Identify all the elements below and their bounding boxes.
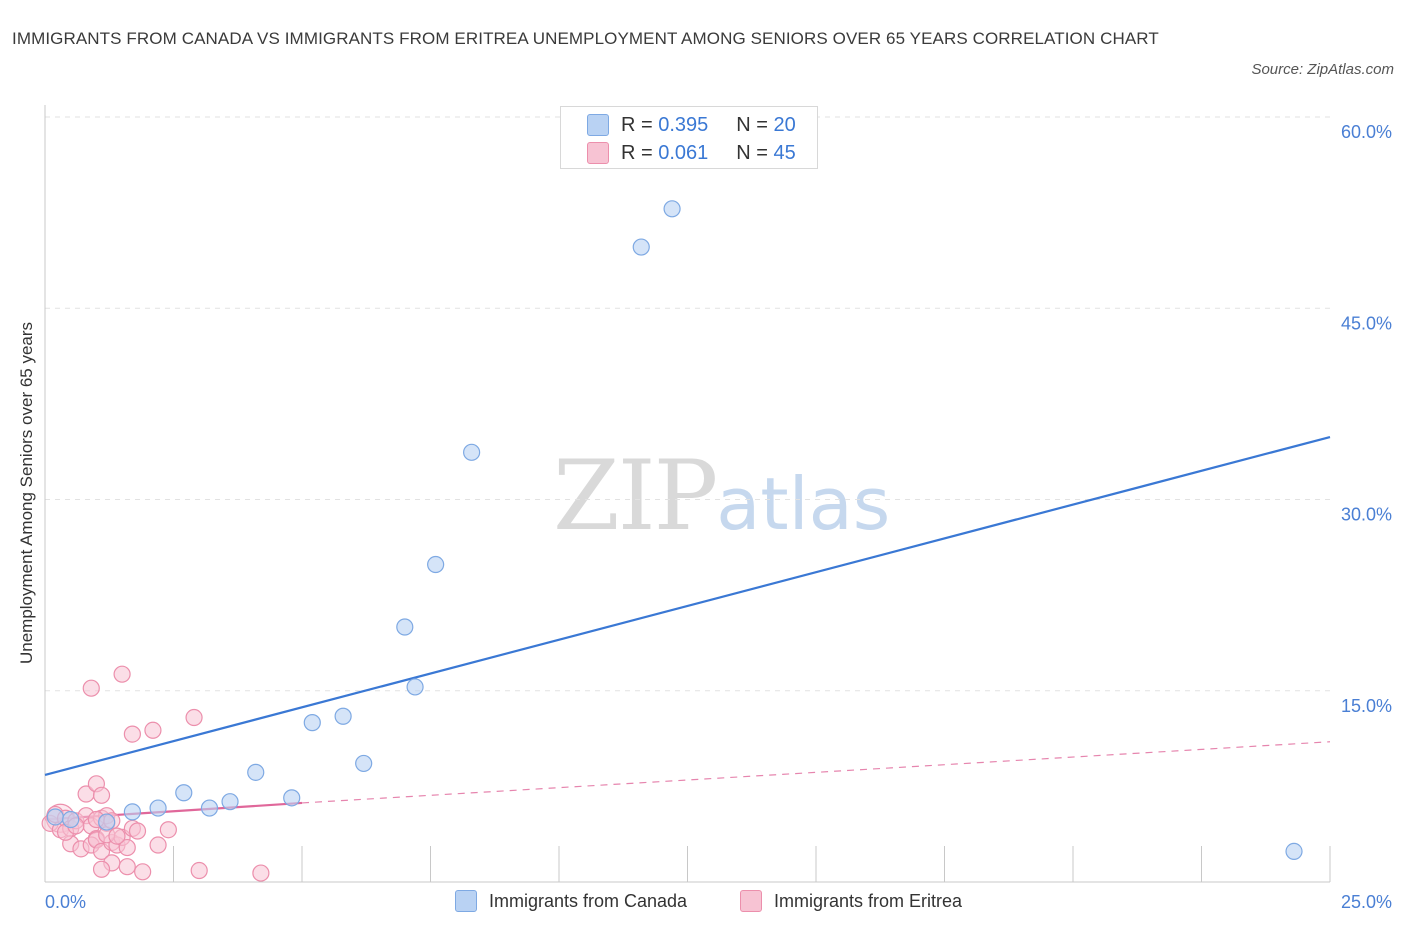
canada-point	[175, 784, 193, 802]
grid-lines	[45, 116, 1330, 692]
canada-r-value: 0.395	[658, 113, 709, 136]
bottom-eritrea-label: Immigrants from Eritrea	[774, 890, 963, 911]
x-tick-label: 25.0%	[1341, 892, 1392, 912]
canada-point	[463, 443, 481, 461]
tick-labels: 15.0% 30.0% 45.0% 60.0% 0.0% 25.0%	[45, 122, 1392, 912]
canada-point	[1285, 842, 1303, 861]
watermark-atlas: atlas	[716, 462, 891, 546]
eritrea-trend-line-extended	[301, 741, 1331, 804]
canada-point	[149, 799, 167, 817]
y-tick-label: 45.0%	[1341, 313, 1392, 333]
canada-point	[46, 808, 64, 826]
canada-trend-line	[44, 435, 1331, 776]
bottom-legend-canada: Immigrants from Canada	[455, 890, 687, 912]
data-points	[41, 200, 1303, 882]
canada-point	[406, 678, 424, 696]
eritrea-point	[108, 827, 126, 845]
eritrea-point	[118, 838, 136, 857]
y-tick-label: 15.0%	[1341, 696, 1392, 716]
eritrea-point	[113, 665, 131, 683]
eritrea-n-label: N =	[736, 141, 768, 164]
axes	[44, 105, 1331, 883]
canada-point	[396, 618, 414, 636]
chart-title: IMMIGRANTS FROM CANADA VS IMMIGRANTS FRO…	[12, 29, 1159, 48]
stats-legend: R = 0.395 N = 20 R = 0.061 N = 45	[560, 106, 818, 169]
bottom-eritrea-swatch	[740, 890, 762, 912]
canada-point	[355, 754, 373, 773]
canada-point	[200, 799, 219, 817]
bottom-legend-eritrea: Immigrants from Eritrea	[740, 890, 962, 912]
eritrea-swatch	[587, 142, 609, 164]
eritrea-point	[252, 864, 270, 882]
eritrea-n-value: 45	[773, 141, 796, 164]
legend-row-eritrea: R = 0.061 N = 45	[587, 141, 796, 165]
bottom-canada-label: Immigrants from Canada	[489, 890, 688, 911]
eritrea-r-value: 0.061	[658, 141, 709, 164]
eritrea-point	[82, 679, 100, 697]
canada-n-label: N =	[736, 113, 768, 136]
canada-point	[334, 707, 352, 725]
x-tick-label: 0.0%	[45, 892, 86, 912]
source-label: Source: ZipAtlas.com	[1251, 61, 1394, 78]
eritrea-point	[149, 836, 167, 854]
eritrea-point	[92, 786, 111, 804]
canada-point	[303, 714, 321, 732]
canada-point	[663, 200, 681, 218]
eritrea-r-label: R =	[621, 141, 653, 164]
canada-point	[427, 555, 445, 574]
canada-point	[632, 238, 650, 256]
canada-point	[98, 813, 116, 831]
eritrea-point	[128, 822, 147, 840]
eritrea-point	[118, 858, 136, 876]
eritrea-point	[123, 725, 141, 743]
canada-point	[247, 763, 265, 781]
y-tick-label: 60.0%	[1341, 122, 1392, 142]
eritrea-point	[144, 721, 162, 739]
eritrea-point	[159, 821, 177, 839]
canada-r-label: R =	[621, 113, 653, 136]
canada-point	[283, 789, 301, 807]
trend-lines	[44, 435, 1331, 821]
eritrea-point	[190, 861, 208, 880]
watermark: ZIPatlas	[553, 440, 890, 552]
canada-n-value: 20	[773, 113, 796, 136]
eritrea-point	[185, 708, 203, 727]
y-tick-label: 30.0%	[1341, 505, 1392, 525]
bottom-canada-swatch	[455, 890, 477, 912]
canada-point	[62, 810, 80, 829]
canada-point	[123, 803, 141, 821]
watermark-zip: ZIP	[553, 440, 718, 552]
eritrea-point	[134, 863, 152, 881]
eritrea-point	[92, 860, 111, 878]
canada-point	[221, 793, 239, 811]
canada-swatch	[587, 114, 609, 136]
legend-row-canada: R = 0.395 N = 20	[587, 113, 796, 137]
